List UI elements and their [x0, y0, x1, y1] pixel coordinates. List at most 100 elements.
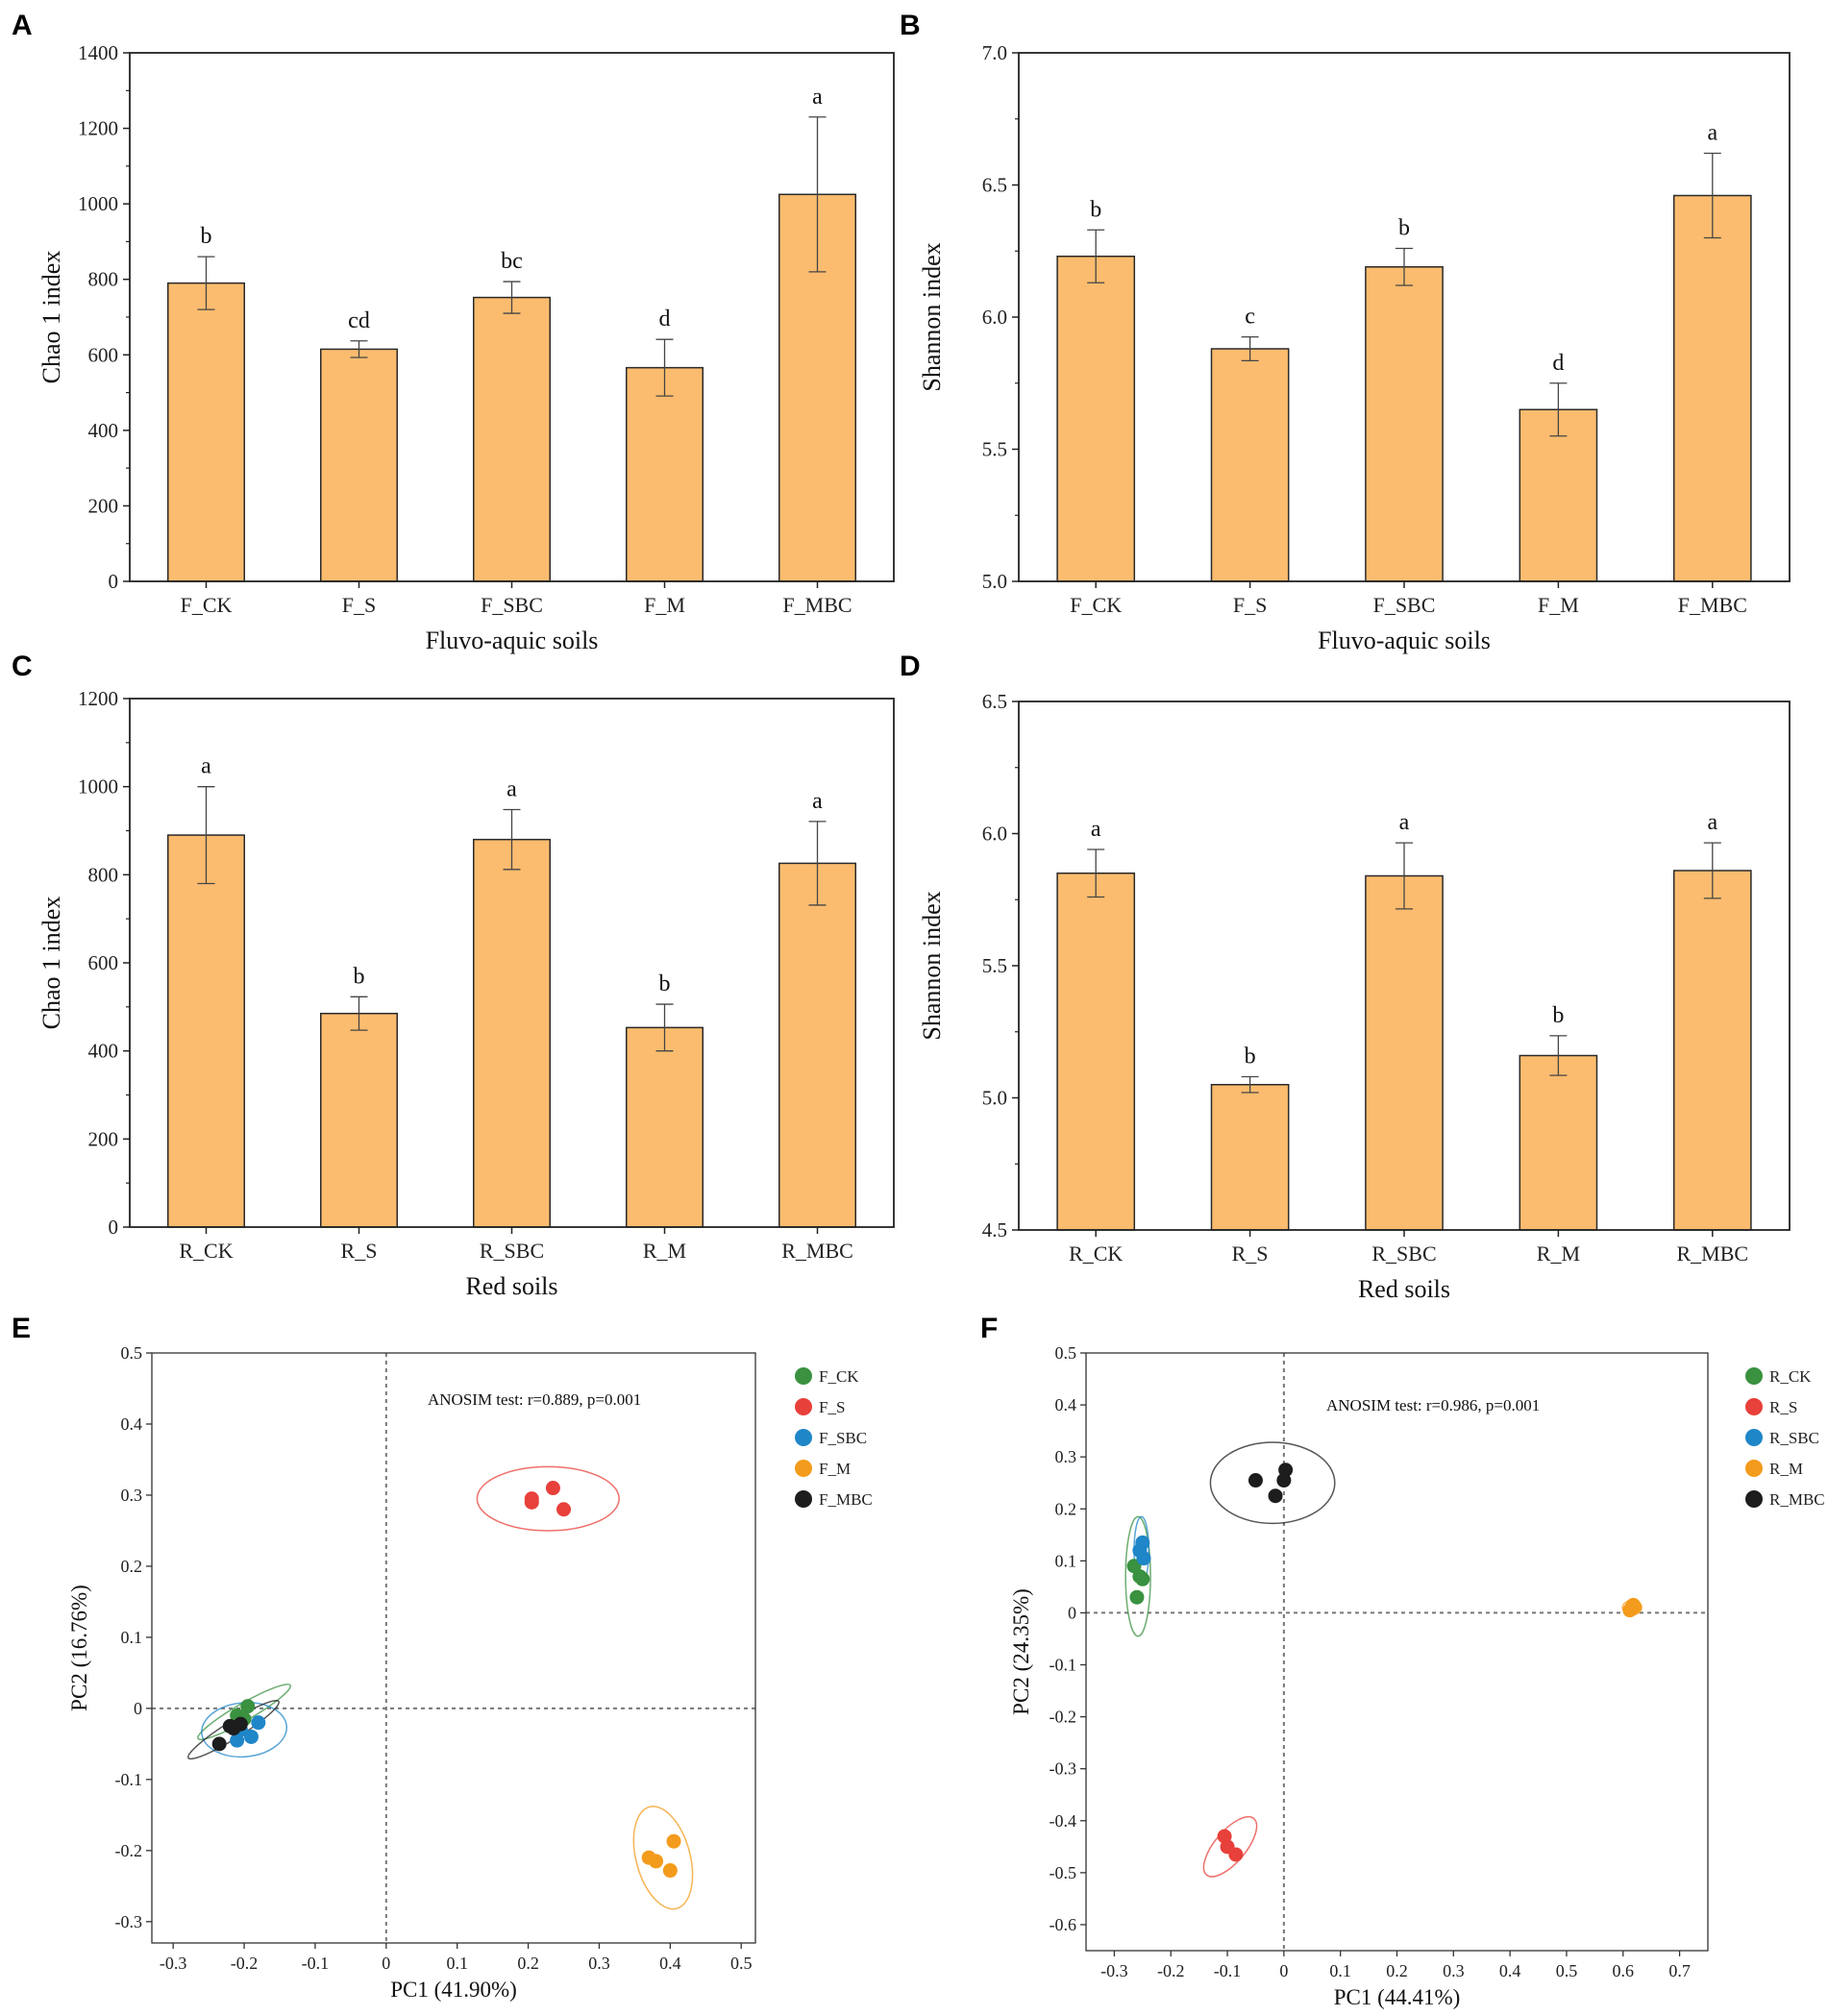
anosim-annotation: ANOSIM test: r=0.889, p=0.001 — [428, 1390, 641, 1409]
x-tick-label-R_MBC: R_MBC — [781, 1239, 853, 1263]
sig-letter-F_SBC: bc — [501, 249, 523, 274]
bar-R_MBC — [1672, 870, 1752, 1231]
x-tick-label: 0.7 — [1668, 1961, 1691, 1980]
y-tick-label: 0.3 — [121, 1486, 143, 1505]
y-tick-label: 4.5 — [982, 1218, 1007, 1242]
y-axis-title: Shannon index — [918, 891, 946, 1040]
x-tick-label: 0 — [382, 1954, 390, 1973]
plot-frame — [129, 52, 895, 582]
legend-marker-R_CK — [1745, 1367, 1763, 1385]
x-tick-label: 0.5 — [1556, 1961, 1578, 1980]
legend-label-F_S: F_S — [819, 1398, 845, 1416]
legend-label-R_MBC: R_MBC — [1769, 1490, 1825, 1509]
bar-chart-C: a R_CK b R_S a R_SBC b R_M a R_MBC 0 200 400 600 800 10… — [37, 687, 895, 1300]
x-axis-title: Fluvo-aquic soils — [426, 627, 599, 654]
sig-letter-R_SBC: a — [1399, 810, 1410, 835]
x-tick-label: -0.2 — [231, 1954, 259, 1973]
y-tick-label: -0.2 — [115, 1841, 143, 1860]
panel-letter-C: C — [12, 651, 33, 682]
bar-R_SBC — [473, 838, 551, 1228]
x-tick-label: 0.1 — [446, 1954, 468, 1973]
sig-letter-R_S: b — [354, 964, 365, 989]
y-tick-label: 0.5 — [121, 1343, 143, 1363]
y-axis-title: PC2 (16.76%) — [67, 1585, 91, 1711]
x-tick-label: 0.3 — [588, 1954, 610, 1973]
legend-marker-R_S — [1745, 1398, 1763, 1415]
point-F_SBC-1 — [251, 1715, 266, 1731]
x-tick-label: 0.3 — [1443, 1961, 1465, 1980]
x-tick-label-F_M: F_M — [644, 593, 685, 617]
legend-label-F_SBC: F_SBC — [819, 1429, 867, 1447]
y-tick-label: 0 — [109, 570, 119, 593]
y-tick-label: 0 — [134, 1699, 142, 1718]
panel-letter-B: B — [900, 10, 921, 41]
y-tick-label: 1000 — [78, 775, 118, 799]
y-tick-label: 0.2 — [121, 1557, 143, 1576]
y-tick-label: 200 — [88, 494, 119, 517]
x-tick-label: 0.4 — [659, 1954, 681, 1973]
plot-frame — [1018, 701, 1791, 1231]
legend-label-F_CK: F_CK — [819, 1367, 859, 1386]
bar-R_SBC — [1365, 874, 1444, 1231]
plot-frame — [1085, 1352, 1709, 1952]
x-tick-label-F_CK: F_CK — [181, 593, 233, 617]
sig-letter-R_SBC: a — [506, 777, 517, 802]
x-tick-label-R_M: R_M — [643, 1239, 686, 1263]
pca-chart-E: -0.3 -0.2 -0.1 0 0.1 0.2 0.3 0.4 0.5 -0.3 -0.2 -0.1… — [67, 1343, 873, 2002]
bar-R_CK — [1056, 873, 1136, 1231]
sig-letter-R_M: b — [1552, 1003, 1564, 1028]
plot-frame — [1018, 52, 1791, 582]
y-axis-title: PC2 (24.35%) — [1009, 1588, 1033, 1715]
y-tick-label: 6.5 — [982, 174, 1007, 197]
y-tick-label: -0.4 — [1050, 1811, 1077, 1831]
y-tick-label: 0.1 — [121, 1628, 143, 1647]
confidence-ellipse-F_M — [632, 1806, 694, 1910]
y-tick-label: 0 — [1068, 1603, 1076, 1622]
legend-marker-F_M — [795, 1460, 812, 1477]
y-tick-label: 1200 — [78, 117, 118, 140]
y-tick-label: 800 — [88, 268, 119, 291]
bar-R_S — [1210, 1084, 1290, 1231]
sig-letter-F_SBC: b — [1398, 216, 1410, 241]
x-tick-label-F_SBC: F_SBC — [1373, 593, 1436, 617]
x-tick-label-R_SBC: R_SBC — [480, 1239, 544, 1263]
x-tick-label-F_M: F_M — [1538, 593, 1579, 617]
point-R_CK-3 — [1135, 1571, 1150, 1586]
plot-frame — [151, 1352, 756, 1944]
sig-letter-R_M: b — [659, 971, 671, 996]
y-tick-label: 5.0 — [982, 1087, 1007, 1110]
y-tick-label: 600 — [88, 343, 119, 366]
x-tick-label: 0.5 — [730, 1954, 753, 1973]
bar-chart-D: a R_CK b R_S a R_SBC b R_M a R_MBC 4.5 5.0 5.5 6.0 6.5… — [918, 690, 1791, 1303]
sig-letter-F_M: d — [1552, 351, 1564, 376]
point-F_SBC-2 — [243, 1729, 259, 1744]
x-tick-label: -0.3 — [160, 1954, 187, 1973]
x-tick-label-F_MBC: F_MBC — [782, 593, 852, 617]
y-tick-label: 1000 — [78, 192, 118, 215]
bar-F_CK — [167, 282, 245, 582]
point-R_SBC-3 — [1132, 1543, 1148, 1559]
legend-label-R_M: R_M — [1769, 1460, 1803, 1478]
y-tick-label: 5.5 — [982, 438, 1007, 461]
y-tick-label: -0.1 — [115, 1770, 143, 1789]
y-axis-title: Shannon index — [918, 242, 946, 391]
y-tick-label: 400 — [88, 1040, 119, 1063]
confidence-ellipse-F_S — [476, 1465, 620, 1532]
point-F_S-3 — [556, 1502, 572, 1517]
panel-letter-F: F — [980, 1313, 998, 1344]
y-tick-label: 200 — [88, 1127, 119, 1150]
y-tick-label: 0.4 — [1055, 1395, 1077, 1414]
sig-letter-F_S: c — [1245, 305, 1255, 330]
anosim-annotation: ANOSIM test: r=0.986, p=0.001 — [1326, 1396, 1540, 1414]
bar-R_S — [320, 1012, 398, 1228]
point-R_MBC-1 — [1247, 1473, 1263, 1488]
point-R_MBC-2 — [1268, 1488, 1283, 1504]
legend-marker-R_MBC — [1745, 1490, 1763, 1508]
sig-letter-F_CK: b — [1090, 197, 1101, 222]
legend-marker-R_SBC — [1745, 1429, 1763, 1446]
x-tick-label: 0.2 — [1386, 1961, 1408, 1980]
point-R_CK-4 — [1129, 1589, 1145, 1605]
x-tick-label-R_S: R_S — [341, 1239, 378, 1263]
x-tick-label: -0.3 — [1100, 1961, 1128, 1980]
point-F_S-2 — [545, 1481, 560, 1496]
